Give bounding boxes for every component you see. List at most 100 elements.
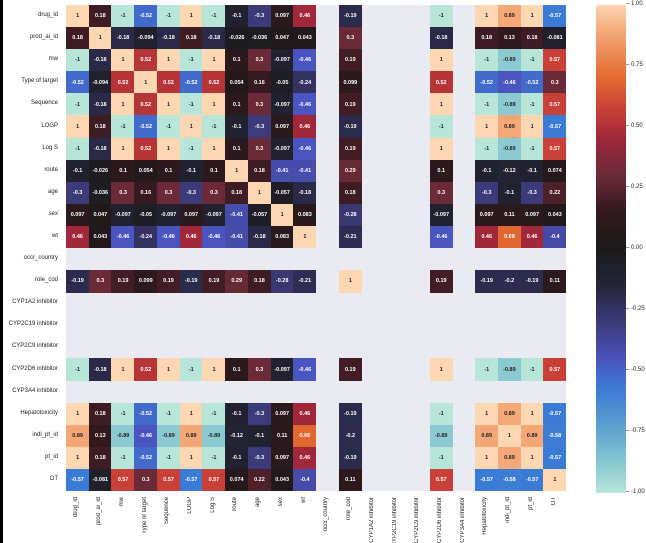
heatmap-cell: -0.21 (338, 225, 362, 249)
heatmap-cell: -1 (475, 93, 499, 116)
heatmap-cell: -0.52 (520, 71, 544, 94)
x-tick-label: role_cod (346, 497, 353, 521)
heatmap-cell: -0.19 (338, 446, 362, 470)
heatmap-cell: -0.097 (270, 358, 294, 382)
heatmap-cell: -1 (429, 446, 453, 470)
heatmap-cell: 0.1 (111, 159, 135, 183)
x-tick-label: wt (300, 497, 307, 503)
heatmap-cell: 0.18 (88, 115, 112, 139)
heatmap-cell: -0.58 (543, 424, 567, 448)
heatmap-cell: 0.52 (429, 71, 453, 94)
y-tick-label: OT (49, 475, 58, 482)
x-tick-label: CYP1A2 inhibitor (368, 497, 375, 543)
heatmap-cell: -0.52 (475, 71, 499, 94)
heatmap-cell: 0.3 (134, 468, 158, 492)
heatmap-cell: -0.46 (429, 225, 453, 249)
x-tick-label: OT (550, 497, 557, 506)
heatmap-cell: 1 (66, 115, 90, 139)
heatmap-cell: 0.097 (270, 115, 294, 139)
heatmap-cell: -0.89 (429, 424, 453, 448)
heatmap-cell: 0.52 (134, 49, 158, 72)
heatmap-cell: 0.69 (293, 424, 317, 448)
heatmap-cell: 0.18 (88, 446, 112, 470)
heatmap-cell: -1 (179, 93, 203, 116)
heatmap-cell: 0.13 (497, 27, 522, 50)
colorbar-tick-label: – 1.00 (626, 1, 643, 7)
heatmap-cell: 1 (66, 5, 90, 28)
heatmap-cell: 0.19 (429, 270, 453, 293)
heatmap-cell: 0.13 (88, 424, 112, 448)
heatmap-cell: -0.58 (497, 468, 522, 492)
heatmap-cell: 0.57 (202, 468, 226, 492)
heatmap-cell: 1 (156, 358, 181, 382)
heatmap-cell: 0.19 (338, 137, 362, 161)
heatmap-cell: -0.89 (497, 137, 522, 161)
y-tick-label: CYP2D6 inhibitor (11, 365, 58, 372)
heatmap-cell: 0.57 (429, 468, 453, 492)
heatmap-cell: -0.57 (66, 468, 90, 492)
heatmap-cell: 1 (202, 137, 226, 161)
heatmap-cell: -0.18 (111, 27, 135, 50)
colorbar-tick-label: – 0.50 (626, 123, 643, 129)
heatmap-cell: -1 (156, 402, 181, 426)
heatmap-cell: 1 (475, 402, 499, 426)
heatmap-cell: 0.89 (179, 424, 203, 448)
heatmap-cell: 0.1 (225, 93, 249, 116)
heatmap-cell: -0.21 (293, 270, 317, 293)
heatmap-cell: 0.1 (202, 159, 226, 183)
heatmap-cell: -0.097 (270, 137, 294, 161)
heatmap-cell: 0.16 (134, 181, 158, 205)
heatmap-cell: -1 (475, 358, 499, 382)
heatmap-cell: 1 (156, 49, 181, 72)
heatmap-cell: -0.57 (543, 402, 567, 426)
heatmap-cell: -0.05 (270, 71, 294, 94)
y-tick-label: sex (48, 210, 58, 217)
heatmap-cell: 0.18 (338, 181, 362, 205)
heatmap-cell: 0.11 (543, 270, 567, 293)
heatmap-cell: -0.3 (520, 181, 544, 205)
heatmap-cell: -0.1 (225, 115, 249, 139)
x-tick-label: CYP3A4 inhibitor (459, 497, 466, 543)
heatmap-cell: 0.46 (179, 225, 203, 249)
heatmap-cell: -0.52 (179, 71, 203, 94)
y-tick-label: CYP1A2 inhibitor (12, 299, 58, 306)
heatmap-cell: 1 (475, 5, 499, 28)
heatmap-cell: -0.094 (88, 71, 112, 94)
heatmap-cell: 0.1 (429, 159, 453, 183)
heatmap-cell: -0.18 (293, 181, 317, 205)
y-tick-label: CYP3A4 inhibitor (12, 387, 58, 394)
heatmap-cell: 0.3 (88, 270, 112, 293)
heatmap-cell: -0.46 (293, 358, 317, 382)
heatmap-cell: -0.52 (134, 402, 158, 426)
heatmap-cell: -1 (111, 402, 135, 426)
x-tick-label: CYP2C9 inhibitor (414, 497, 421, 543)
heatmap-cell: -1 (429, 402, 453, 426)
heatmap-cell: 0.11 (497, 203, 522, 227)
y-tick-label: Log S (42, 144, 58, 151)
heatmap-cell: 1 (543, 468, 567, 492)
heatmap-cell: -0.3 (247, 115, 272, 139)
heatmap-cell: -0.1 (497, 181, 522, 205)
heatmap-cell: -0.1 (225, 402, 249, 426)
heatmap-cell: 0.099 (134, 270, 158, 293)
heatmap-cell: -0.19 (338, 5, 362, 28)
y-tick-label: LOGP (41, 122, 58, 129)
heatmap-cell: 0.3 (156, 181, 181, 205)
heatmap-cell: -0.097 (270, 49, 294, 72)
heatmap-cell: 0.1 (156, 159, 181, 183)
heatmap-cell: 0.46 (520, 225, 544, 249)
x-tick-label: sex (277, 497, 284, 507)
heatmap-cell: -0.41 (293, 159, 317, 183)
heatmap-cell: 1 (202, 358, 226, 382)
heatmap-cell: 0.52 (111, 71, 135, 94)
heatmap-cell: -0.097 (270, 93, 294, 116)
heatmap-cell: 1 (338, 270, 362, 293)
heatmap-cell: 0.043 (543, 203, 567, 227)
heatmap-cell: -0.097 (111, 203, 135, 227)
heatmap-cell: -1 (179, 358, 203, 382)
heatmap-cell: -0.57 (543, 115, 567, 139)
heatmap-cell: -0.52 (134, 115, 158, 139)
heatmap-cell: 0.52 (202, 71, 226, 94)
heatmap-cell: 0.097 (520, 203, 544, 227)
heatmap-cell: -0.89 (111, 424, 135, 448)
